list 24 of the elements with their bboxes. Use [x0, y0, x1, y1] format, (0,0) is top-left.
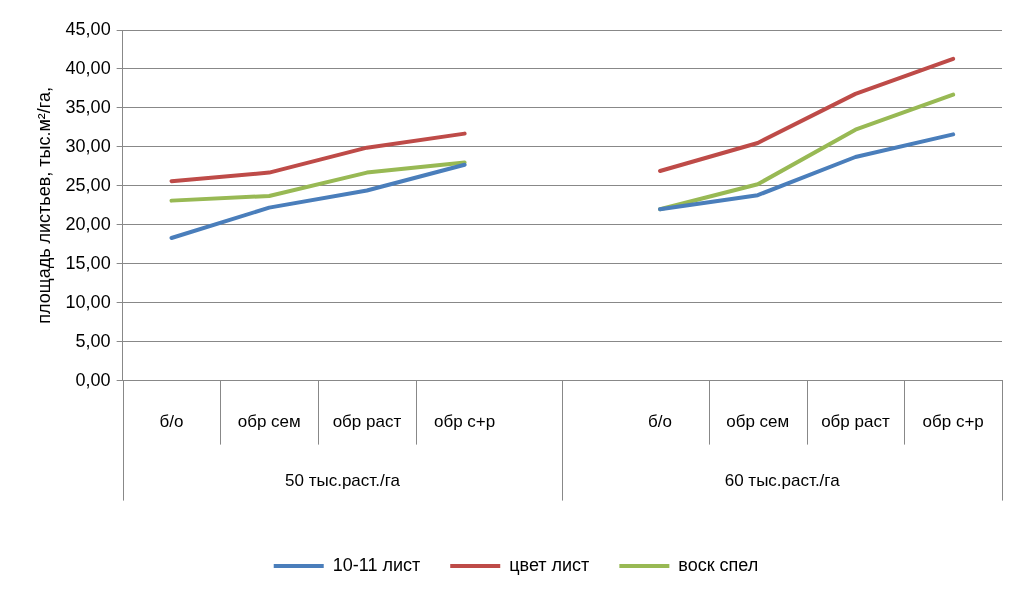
x-tick-label: обр раст — [821, 412, 890, 432]
y-tick-label: 15,00 — [65, 252, 111, 273]
y-tick-label: 5,00 — [75, 330, 111, 351]
y-axis-title: площадь листьев, тыс.м²/га, — [33, 86, 54, 324]
legend-label: воск спел — [678, 554, 759, 575]
y-tick-label: 0,00 — [75, 369, 111, 390]
x-tick-label: обр раст — [332, 412, 402, 432]
y-tick-label: 45,00 — [65, 18, 111, 39]
y-tick-label: 10,00 — [65, 291, 111, 312]
y-tick-label: 40,00 — [65, 57, 111, 78]
y-tick-label: 35,00 — [65, 96, 111, 117]
x-tick-label: б/о — [648, 412, 672, 432]
x-tick-label: обр с+р — [433, 412, 496, 432]
y-tick-label: 30,00 — [65, 135, 111, 156]
x-tick-label: б/о — [159, 412, 184, 432]
text: 60 тыс.раст./га — [724, 471, 841, 491]
legend-label: 10-11 лист — [332, 554, 421, 575]
x-tick-label: обр сем — [237, 412, 301, 432]
y-tick-label: 25,00 — [65, 174, 111, 195]
x-tick-label: обр сем — [726, 412, 790, 432]
y-tick-label: 20,00 — [65, 213, 111, 234]
legend-label: цвет лист — [509, 554, 590, 575]
x-tick-label: обр с+р — [922, 412, 984, 432]
text: 50 тыс.раст./га — [285, 471, 401, 491]
